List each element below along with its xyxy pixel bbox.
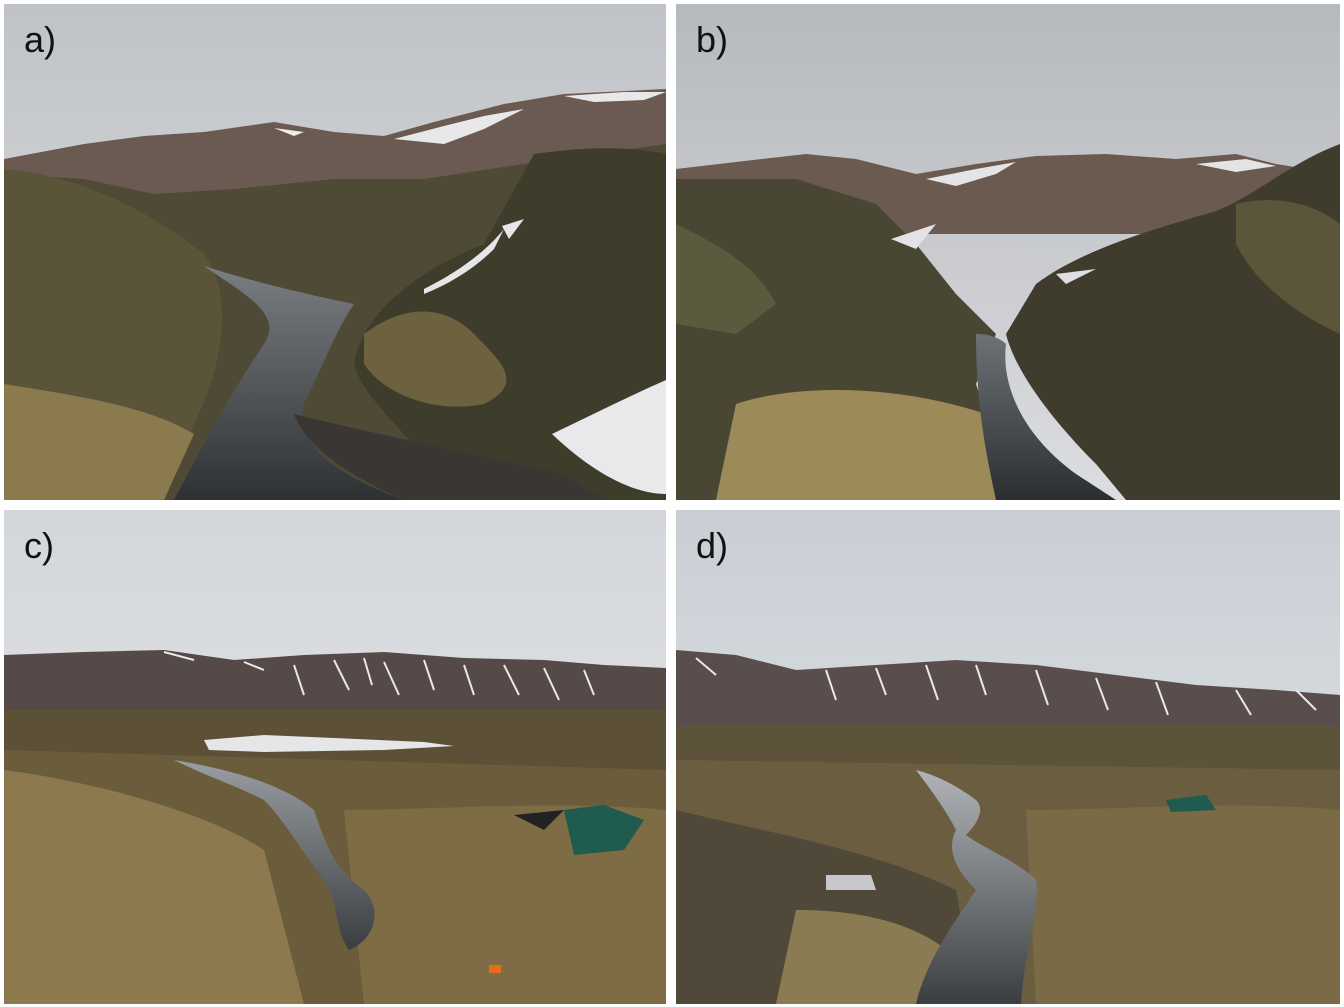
- photo-b: [676, 4, 1340, 500]
- photo-a: [4, 4, 666, 500]
- photo-panel-a: a): [4, 4, 666, 500]
- panel-label: c): [24, 525, 54, 566]
- panel-label: d): [696, 525, 729, 566]
- panel-label: a): [24, 19, 57, 60]
- photo-panel-c: c): [4, 510, 666, 1004]
- photo-panel-d: d): [676, 510, 1340, 1004]
- photo-c: [4, 510, 666, 1004]
- panel-label: b): [696, 19, 729, 60]
- photo-d: [676, 510, 1340, 1004]
- photo-panel-b: b): [676, 4, 1340, 500]
